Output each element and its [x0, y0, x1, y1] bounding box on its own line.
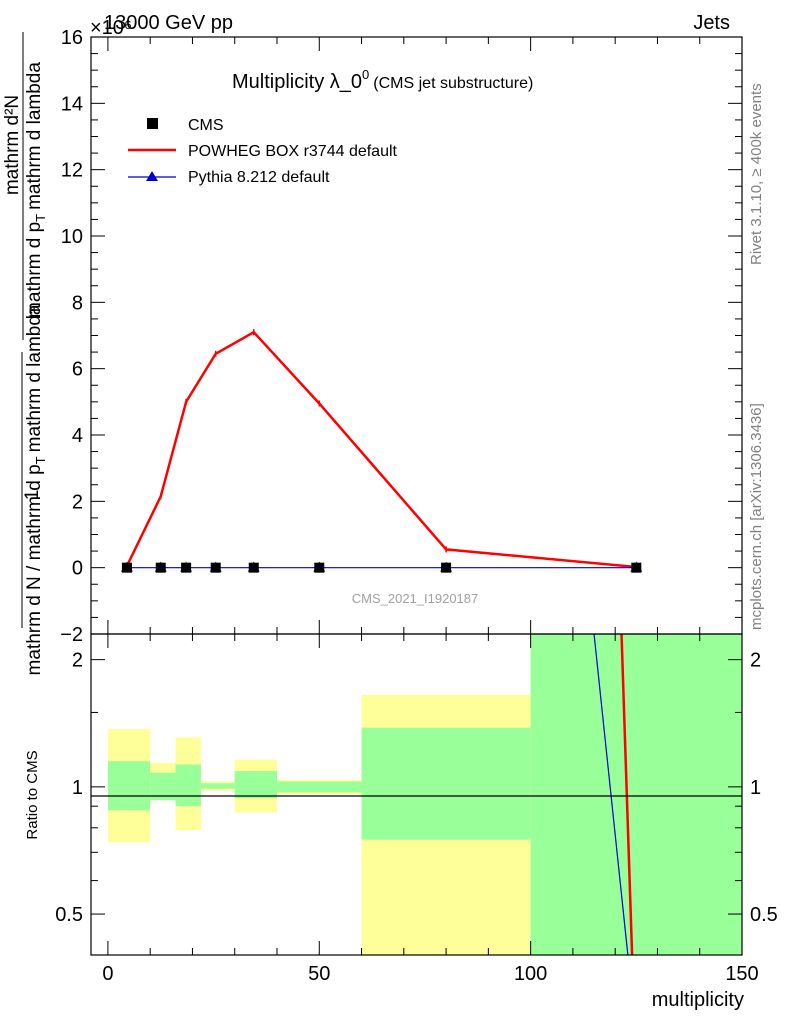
mcplots-label: mcplots.cern.ch [arXiv:1306.3436] [748, 403, 765, 630]
ratio-band-inner-4 [234, 771, 277, 799]
main-y-tick-label-3: 4 [72, 425, 83, 447]
powheg-ratio-line [620, 633, 634, 956]
ratio-y-tick-label-right-1: 1 [750, 777, 761, 799]
ylabel-frac1-den-tail: mathrm d lambda [24, 304, 45, 452]
ratio-band-inner-6 [361, 727, 531, 840]
ylabel-frac1-den-sub: T [33, 456, 48, 464]
ratio-y-tick-label-left-2: 2 [72, 650, 83, 672]
main-y-tick-label-4: 6 [72, 359, 83, 381]
ratio-x-tick-label-1: 50 [308, 963, 330, 985]
main-y-tick-label-6: 10 [61, 226, 83, 248]
powheg-line [125, 330, 637, 569]
ratio-x-tick-label-0: 0 [102, 963, 113, 985]
cms-point-3 [210, 562, 221, 573]
cms-point-7 [631, 562, 642, 573]
cms-point-4 [248, 562, 259, 573]
ratio-band-inner-2 [175, 764, 201, 807]
cms-point-6 [441, 562, 452, 573]
ratio-band-inner-0 [107, 761, 151, 811]
main-y-tick-label-1: 0 [72, 558, 83, 580]
legend-powheg-label: POWHEG BOX r3744 default [188, 143, 398, 160]
ylabel-frac2-den: mathrm d pTmathrm d lambda [24, 62, 48, 318]
ylabel-frac2-num: mathrm d²N [2, 95, 23, 195]
ylabel-frac1-den: mathrm d N / mathrm d pTmathrm d lambda [24, 304, 48, 675]
plot-title-note: (CMS jet substructure) [373, 75, 533, 92]
ratio-y-tick-label-right-2: 2 [750, 650, 761, 672]
legend: CMS POWHEG BOX r3744 default Pythia 8.21… [128, 117, 398, 186]
ylabel-frac2-den-sub: T [33, 214, 48, 222]
ylabel-frac2-den-main: mathrm d p [24, 222, 45, 318]
ratio-band-inner-5 [277, 781, 362, 793]
pythia-ratio-line [593, 633, 629, 956]
legend-pythia-marker [146, 171, 158, 181]
ratio-y-axis-label: Ratio to CMS [24, 750, 41, 839]
ratio-uncertainty-bands [107, 634, 742, 955]
main-series-group [120, 329, 643, 573]
cms-point-5 [314, 562, 325, 573]
plot-title: Multiplicity λ_00 (CMS jet substructure) [232, 67, 533, 93]
legend-pythia-label: Pythia 8.212 default [188, 169, 330, 186]
ratio-y-tick-label-left-1: 1 [72, 777, 83, 799]
y-exponent: ×10⁶ [90, 17, 132, 39]
plot-title-sup: 0 [362, 67, 369, 82]
ratio-x-tick-label-3: 150 [725, 963, 758, 985]
ratio-y-tick-label-left-0: 0.5 [55, 904, 83, 926]
rivet-version-label: Rivet 3.1.10, ≥ 400k events [748, 83, 765, 265]
ylabel-frac1-den-main: mathrm d N / mathrm d p [24, 464, 45, 675]
header-right: Jets [693, 12, 730, 34]
ratio-y-tick-label-right-0: 0.5 [750, 904, 778, 926]
legend-cms-label: CMS [188, 117, 224, 134]
ratio-band-inner-3 [200, 783, 235, 789]
main-y-tick-label-7: 12 [61, 160, 83, 182]
main-y-tick-label-5: 8 [72, 292, 83, 314]
ratio-series-group [593, 633, 634, 956]
cms-point-0 [121, 562, 132, 573]
ratio-band-inner-7 [530, 634, 742, 955]
ratio-plot-frame [90, 633, 743, 956]
legend-cms-marker [147, 118, 158, 129]
main-y-tick-label-9: 16 [61, 27, 83, 49]
x-axis-label: multiplicity [652, 989, 744, 1011]
ratio-x-tick-label-2: 100 [514, 963, 547, 985]
main-y-tick-label-0: −2 [60, 624, 83, 646]
ylabel-frac1-num: 1 [22, 490, 43, 501]
plot-title-main: Multiplicity λ_0 [232, 71, 362, 93]
main-y-tick-label-8: 14 [61, 93, 83, 115]
cms-point-1 [155, 562, 166, 573]
main-y-tick-label-2: 2 [72, 491, 83, 513]
analysis-watermark: CMS_2021_I1920187 [352, 591, 479, 606]
header-left: 13000 GeV pp [104, 12, 233, 34]
main-y-axis-label: 1 mathrm d N / mathrm d pTmathrm d lambd… [2, 32, 48, 675]
cms-point-2 [181, 562, 192, 573]
ylabel-frac2-den-tail: mathrm d lambda [24, 62, 45, 210]
